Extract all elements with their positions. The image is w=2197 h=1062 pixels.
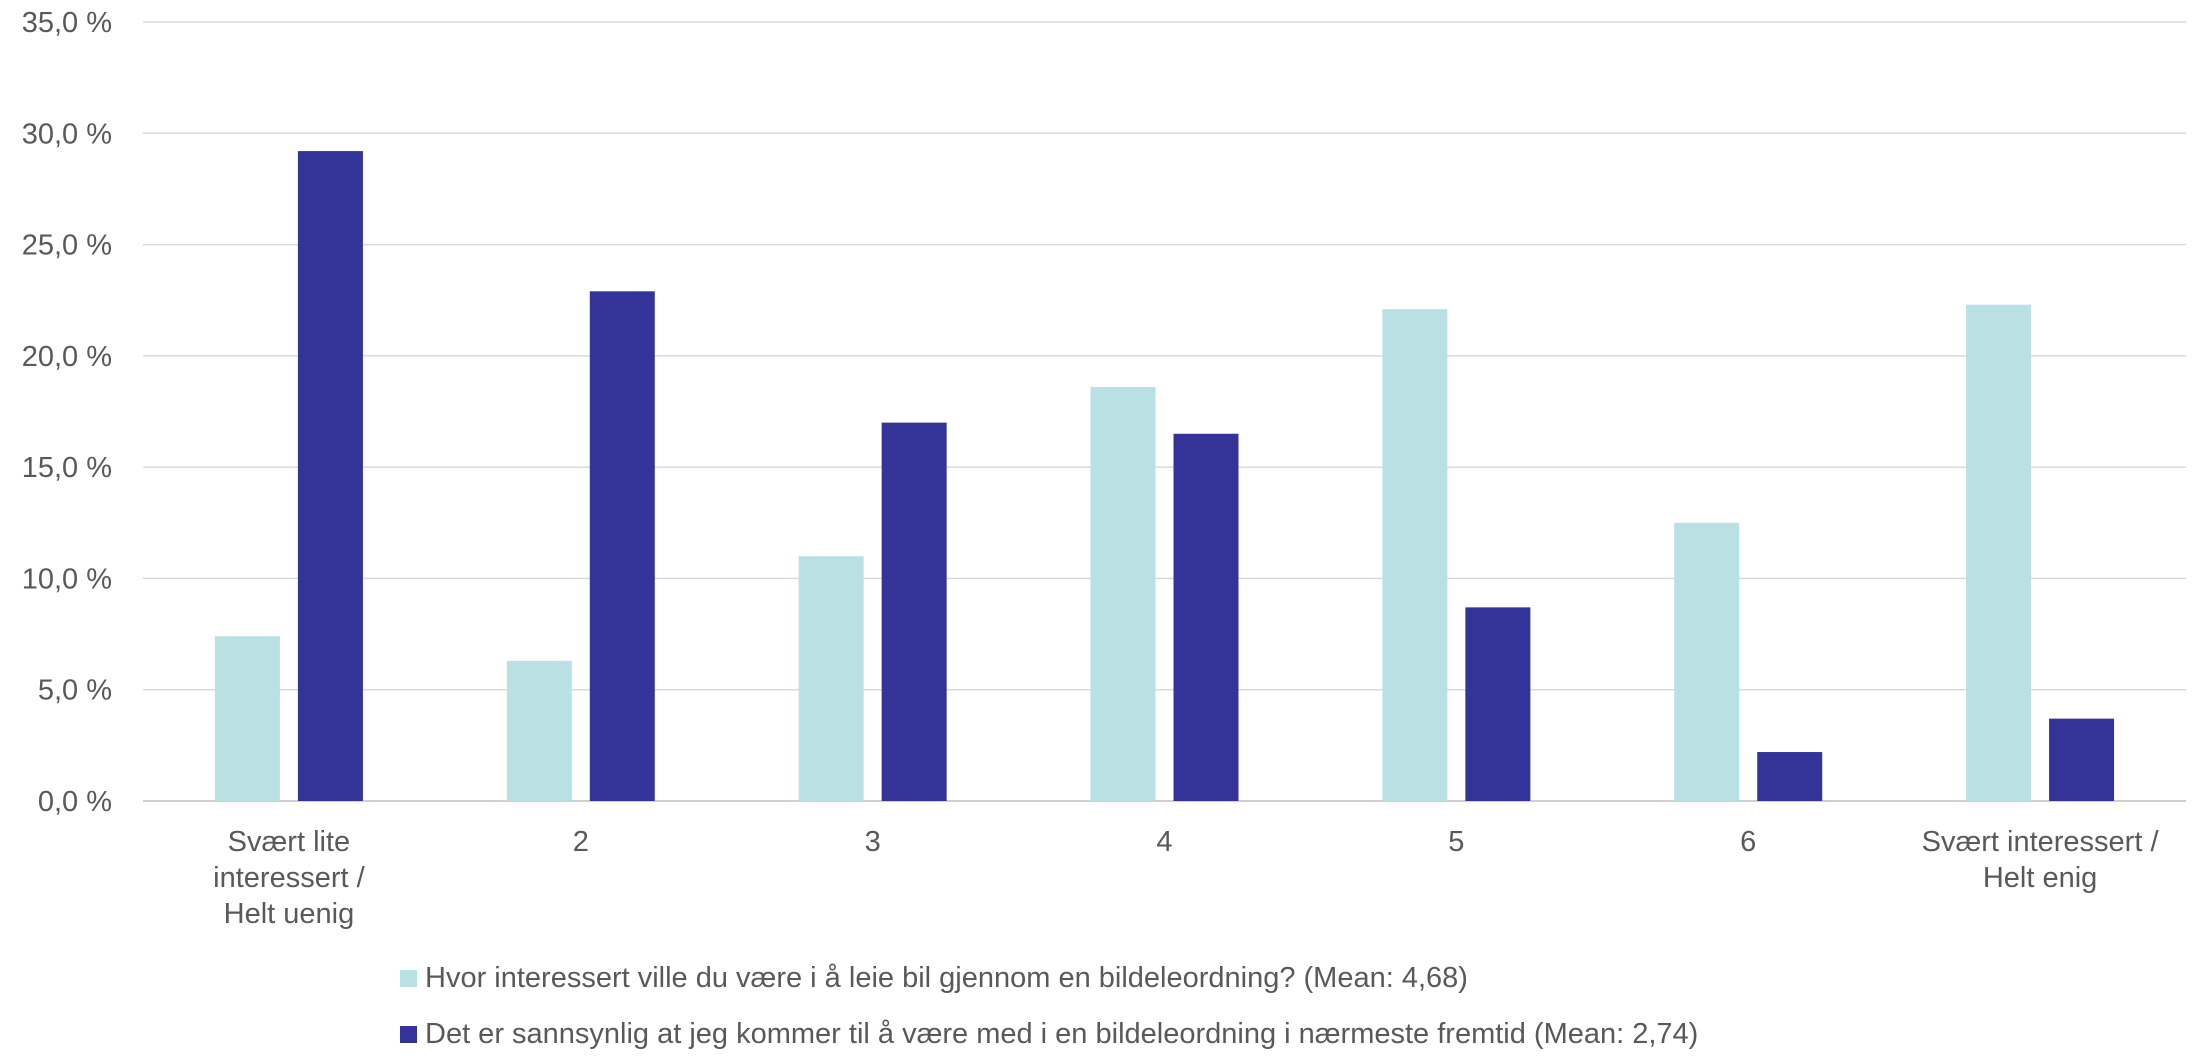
y-tick-label: 10,0 % [22,563,112,595]
bar-series-2 [881,422,947,801]
y-tick-label: 5,0 % [38,675,112,707]
legend-item-series-2: Det er sannsynlig at jeg kommer til å væ… [400,1006,1698,1062]
bar-series-1 [1674,522,1740,801]
bar-series-1 [214,636,280,801]
x-category-label: 2 [573,826,589,858]
x-category-label: Svært lite interessert / Helt uenig [213,826,365,930]
legend-swatch-series-2 [400,1025,417,1043]
y-tick-label: 25,0 % [22,230,112,262]
bar-series-2 [297,151,363,801]
bar-series-2 [589,291,655,801]
y-tick-label: 0,0 % [38,786,112,818]
y-tick-label: 30,0 % [22,118,112,150]
bar-series-2 [1173,433,1239,801]
y-tick-label: 15,0 % [22,452,112,484]
y-axis-ticks: 0,0 % 5,0 % 10,0 % 15,0 % 20,0 % 25,0 % 30,0 %… [22,7,112,818]
x-category-label: 3 [865,826,881,858]
legend-label-series-2: Det er sannsynlig at jeg kommer til å væ… [425,1017,1699,1050]
bars [214,151,2115,801]
bar-series-1 [798,556,864,801]
x-category-label: 4 [1156,826,1172,858]
bar-series-1 [1966,304,2032,801]
bar-series-1 [506,660,572,801]
y-tick-label: 20,0 % [22,341,112,373]
legend-swatch-series-1 [400,969,417,987]
x-axis-categories: Svært lite interessert / Helt uenig 2 3 4 5 6 Sv… [213,826,2159,930]
bar-series-2 [1757,752,1823,801]
x-category-label: 6 [1740,826,1756,858]
x-category-label: Svært interessert / Helt enig [1922,826,2160,894]
legend: Hvor interessert ville du være i å leie … [400,950,1698,1062]
bar-series-2 [2049,718,2115,801]
legend-item-series-1: Hvor interessert ville du være i å leie … [400,950,1698,1006]
y-tick-label: 35,0 % [22,7,112,39]
bar-series-1 [1382,309,1448,801]
legend-label-series-1: Hvor interessert ville du være i å leie … [425,961,1468,994]
x-category-label: 5 [1448,826,1464,858]
gridlines [143,21,2186,802]
bar-series-1 [1090,387,1156,801]
bar-series-2 [1465,607,1531,801]
